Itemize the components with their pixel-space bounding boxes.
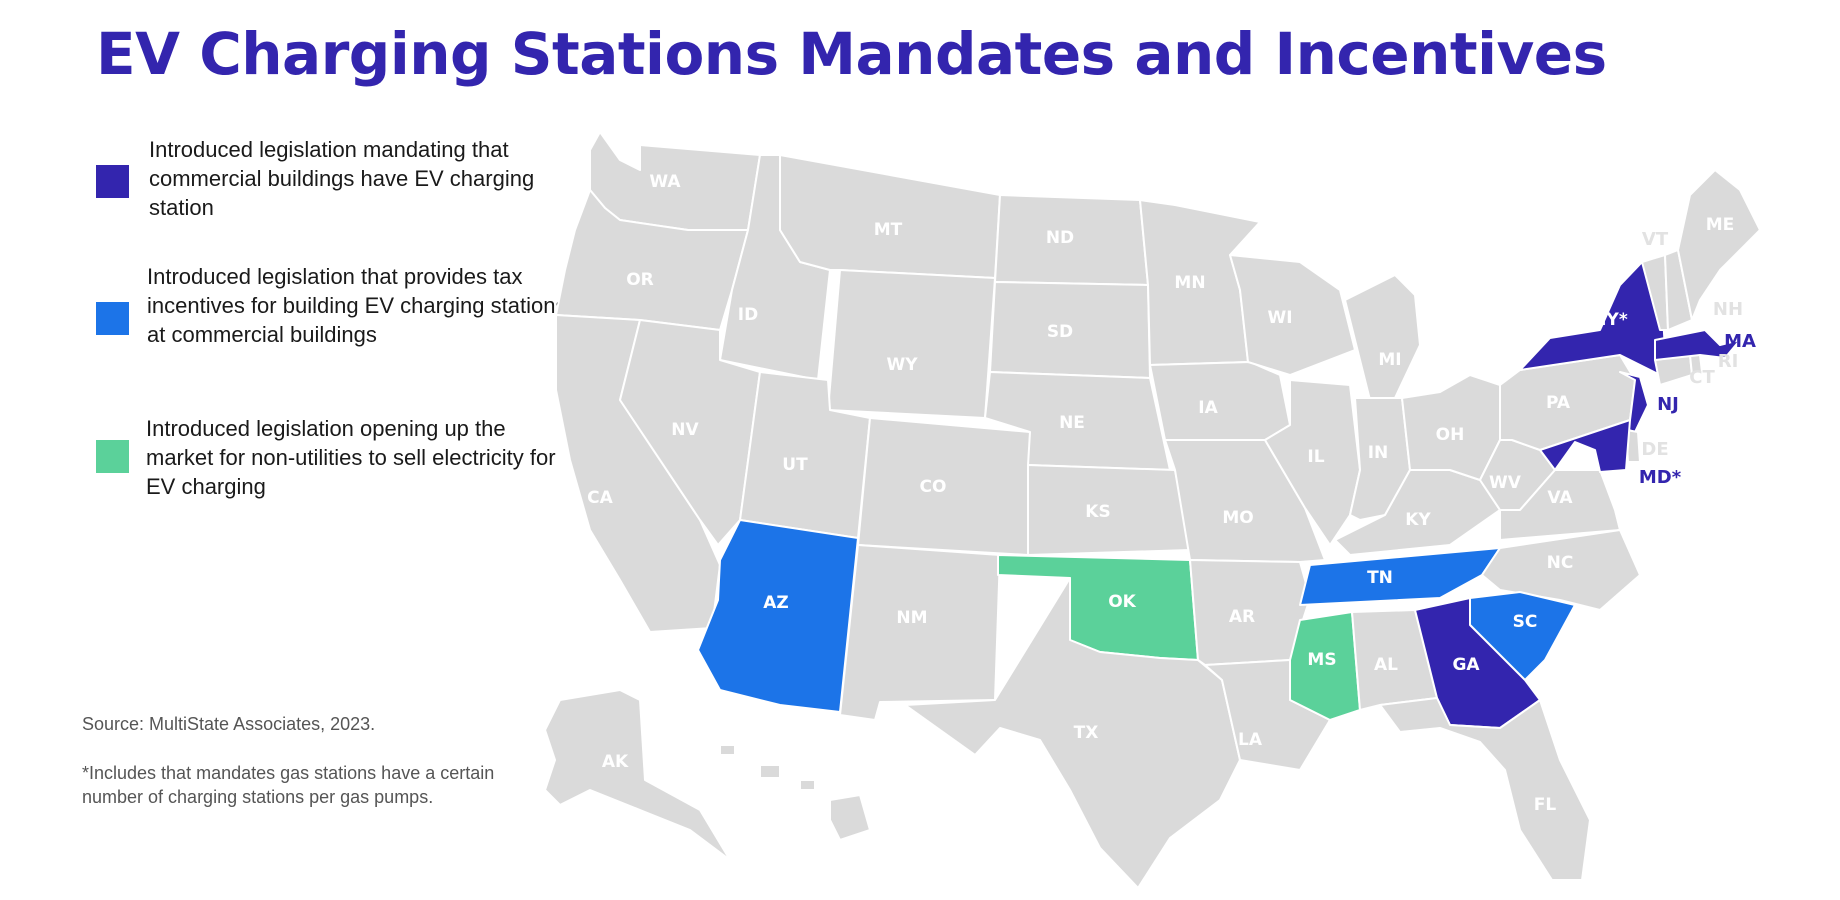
- state-label-id: ID: [738, 305, 758, 325]
- state-label-nj: NJ: [1657, 394, 1679, 415]
- state-label-me: ME: [1706, 215, 1735, 235]
- state-label-ks: KS: [1085, 502, 1110, 522]
- state-tx: [904, 577, 1241, 889]
- state-label-ms: MS: [1307, 650, 1336, 670]
- state-ak: [544, 689, 731, 861]
- legend-swatch-mandate: [96, 165, 129, 198]
- state-label-ma: MA: [1724, 331, 1756, 352]
- us-map: WA OR CA ID NV MT WY UT CO AZ NM ND SD NE KS OK TX MN IA MO…: [544, 131, 1761, 889]
- state-wy: [827, 269, 996, 419]
- state-label-ia: IA: [1198, 398, 1218, 418]
- legend-label-tax-incentive: Introduced legislation that provides tax…: [147, 264, 567, 347]
- state-fl: [1379, 697, 1591, 881]
- state-label-md: MD*: [1639, 467, 1682, 488]
- legend-label-mandate: Introduced legislation mandating that co…: [149, 137, 535, 220]
- state-label-tn: TN: [1367, 568, 1393, 588]
- state-label-wv: WV: [1489, 473, 1522, 493]
- state-label-pa: PA: [1546, 393, 1571, 413]
- state-label-la: LA: [1238, 730, 1263, 750]
- page-title: EV Charging Stations Mandates and Incent…: [96, 20, 1607, 88]
- state-az: [697, 519, 859, 713]
- legend-swatch-market-opening: [96, 440, 129, 473]
- state-label-sc: SC: [1513, 612, 1538, 632]
- state-label-nh: NH: [1713, 299, 1743, 320]
- state-label-hi: HI: [795, 815, 816, 835]
- state-label-va: VA: [1547, 488, 1573, 508]
- state-label-vt: VT: [1642, 229, 1669, 250]
- state-ok: [997, 554, 1199, 661]
- state-label-fl: FL: [1534, 795, 1557, 815]
- state-label-ut: UT: [782, 455, 808, 475]
- state-label-wa: WA: [649, 172, 681, 192]
- state-label-ny: NY*: [1592, 310, 1628, 330]
- state-label-ca: CA: [587, 488, 613, 508]
- state-nc: [1481, 529, 1641, 611]
- state-ma: [1654, 329, 1741, 361]
- state-shapes: [544, 131, 1761, 889]
- state-label-ak: AK: [602, 752, 629, 772]
- state-label-nv: NV: [671, 420, 699, 440]
- state-md: [1539, 419, 1631, 473]
- state-label-ri: RI: [1718, 351, 1739, 372]
- state-il: [1264, 379, 1361, 546]
- state-label-sd: SD: [1047, 322, 1073, 342]
- state-label-or: OR: [626, 270, 654, 290]
- state-label-nm: NM: [896, 608, 927, 628]
- state-label-ok: OK: [1108, 592, 1136, 612]
- state-label-az: AZ: [763, 593, 788, 613]
- source-note: Source: MultiState Associates, 2023.: [82, 714, 376, 734]
- state-label-de: DE: [1641, 439, 1668, 460]
- state-me: [1677, 169, 1761, 321]
- legend-label-market-opening: Introduced legislation opening up the ma…: [146, 416, 556, 499]
- legend-item-mandate: Introduced legislation mandating that co…: [96, 135, 566, 245]
- state-label-wy: WY: [886, 355, 918, 375]
- state-label-co: CO: [920, 477, 947, 497]
- state-wi: [1229, 254, 1356, 376]
- state-label-ar: AR: [1229, 607, 1255, 627]
- state-label-wi: WI: [1267, 308, 1292, 328]
- state-nm: [839, 544, 1001, 721]
- state-label-nc: NC: [1547, 553, 1574, 573]
- state-label-in: IN: [1368, 443, 1389, 463]
- state-label-tx: TX: [1074, 723, 1099, 743]
- state-label-mn: MN: [1174, 273, 1205, 293]
- state-label-al: AL: [1374, 655, 1398, 675]
- state-mi: [1344, 274, 1421, 401]
- state-or: [555, 189, 749, 331]
- state-mt: [779, 154, 1001, 279]
- state-labels: WA OR CA ID NV MT WY UT CO AZ NM ND SD NE KS OK TX MN IA MO…: [587, 172, 1756, 835]
- legend-item-tax-incentive: Introduced legislation that provides tax…: [96, 262, 566, 372]
- state-label-il: IL: [1307, 447, 1324, 467]
- state-label-nd: ND: [1046, 228, 1074, 248]
- state-va: [1499, 469, 1621, 541]
- state-tn: [1299, 547, 1501, 606]
- state-label-mi: MI: [1378, 350, 1401, 370]
- state-hi: [719, 744, 871, 841]
- state-label-ga: GA: [1452, 655, 1480, 675]
- state-ia: [1149, 361, 1291, 441]
- footnote: *Includes that mandates gas stations hav…: [82, 763, 495, 807]
- state-label-oh: OH: [1436, 425, 1465, 445]
- state-label-ky: KY: [1405, 510, 1431, 530]
- state-label-ct: CT: [1689, 367, 1715, 388]
- state-label-mo: MO: [1222, 508, 1253, 528]
- state-label-mt: MT: [874, 220, 903, 240]
- legend-item-market-opening: Introduced legislation opening up the ma…: [96, 414, 566, 524]
- state-label-ne: NE: [1059, 413, 1085, 433]
- legend-swatch-tax-incentive: [96, 302, 129, 335]
